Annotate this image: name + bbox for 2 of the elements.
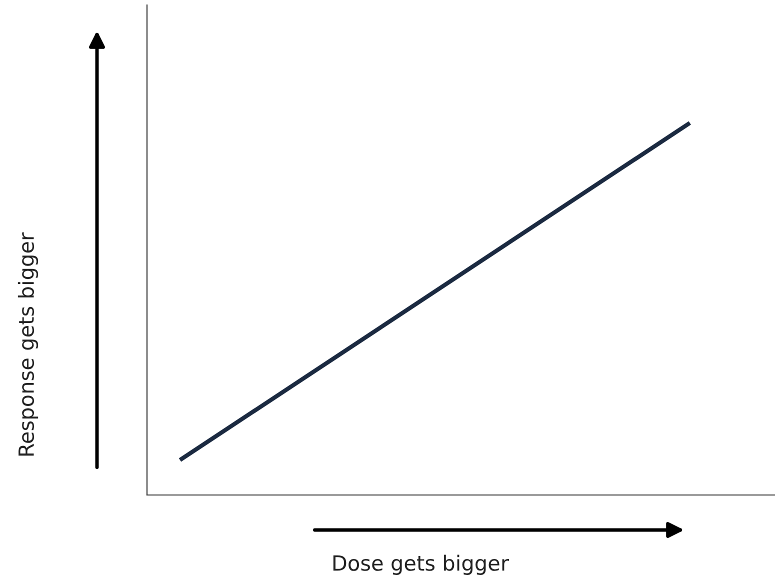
x-axis-title: Dose gets bigger <box>333 554 509 575</box>
text: Response gets bigger <box>18 232 38 456</box>
